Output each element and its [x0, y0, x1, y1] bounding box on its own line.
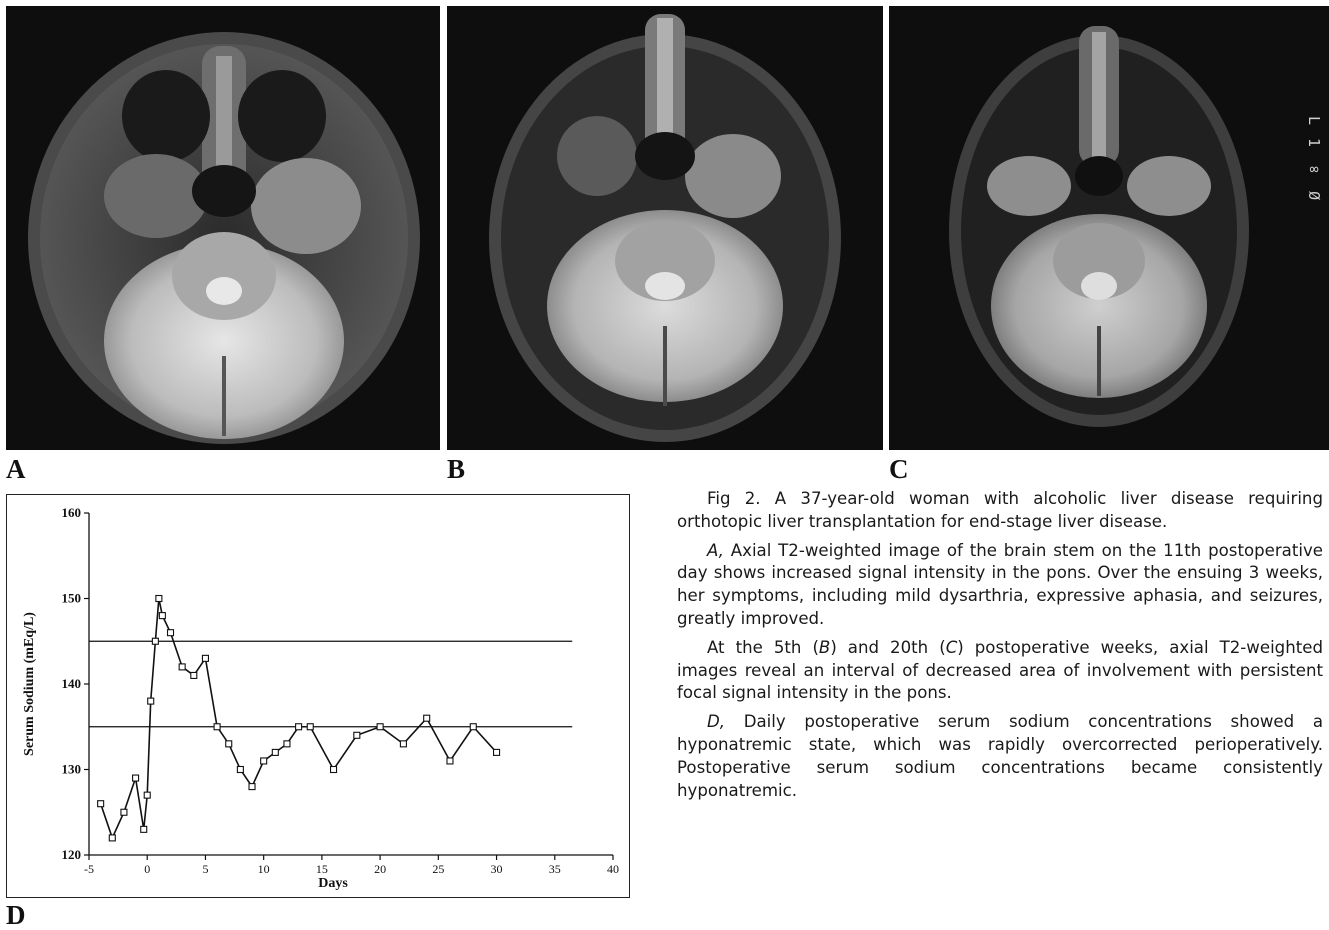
brain-mri-icon — [949, 26, 1249, 427]
data-point — [306, 723, 314, 731]
data-point — [283, 740, 291, 748]
caption-text: At the 5th ( — [707, 637, 819, 657]
panel-label-a: A — [6, 454, 26, 484]
y-tick-label: 140 — [62, 676, 82, 691]
caption-text: ) postoperative weeks, axial T2-weighted… — [677, 637, 1323, 703]
caption-text: A 37-year-old woman with alcoholic liver… — [677, 489, 1323, 531]
caption-text: Axial T2-weighted image of the brain ste… — [677, 540, 1323, 628]
panel-label-b: B — [447, 454, 466, 484]
caption-text: Daily postoperative serum sodium concent… — [677, 712, 1323, 800]
panel-label-d: D — [6, 900, 26, 930]
brain-mri-icon — [489, 14, 841, 442]
data-point — [295, 723, 303, 731]
caption-paragraph-4: D, Daily postoperative serum sodium conc… — [677, 711, 1323, 802]
y-tick-label: 120 — [62, 847, 82, 862]
data-point — [140, 825, 148, 833]
data-point — [213, 723, 221, 731]
data-point — [108, 834, 116, 842]
data-point — [248, 783, 256, 791]
data-point — [446, 757, 454, 765]
caption-panel-ref: B — [818, 637, 831, 657]
panel-label-c: C — [889, 454, 909, 484]
data-point — [151, 637, 159, 645]
mri-image-c: L 1 ∞ Ø — [889, 6, 1329, 450]
x-tick-label: 35 — [549, 862, 561, 876]
scale-marker: L 1 ∞ Ø — [1305, 116, 1323, 203]
brain-mri-icon — [28, 32, 420, 444]
x-tick-label: 15 — [316, 862, 328, 876]
sodium-chart-svg: 120 130 140 150 160 -5 0 5 10 15 20 25 30 35 40 Days Ser… — [22, 505, 619, 891]
y-axis-label: Serum Sodium (mEq/L) — [22, 612, 37, 756]
data-point — [120, 808, 128, 816]
caption-figure-number: Fig 2. — [707, 489, 761, 508]
x-tick-label: 25 — [432, 862, 444, 876]
data-point — [143, 791, 151, 799]
data-point — [201, 654, 209, 662]
x-tick-label: 5 — [202, 862, 208, 876]
caption-text: ) and 20th ( — [830, 637, 946, 657]
x-axis-label: Days — [318, 876, 348, 891]
data-point — [399, 740, 407, 748]
data-point — [353, 731, 361, 739]
caption-panel-ref: C — [945, 637, 958, 657]
mri-image-b — [447, 6, 883, 450]
data-point — [158, 612, 166, 620]
mri-image-a — [6, 6, 440, 450]
y-tick-label: 130 — [62, 762, 82, 777]
y-tick-label: 160 — [62, 505, 82, 520]
data-point — [166, 629, 175, 637]
data-point — [423, 714, 431, 722]
caption-paragraph-2: A, Axial T2-weighted image of the brain … — [677, 540, 1323, 631]
data-point — [178, 663, 186, 671]
data-point — [132, 774, 140, 782]
data-point — [225, 740, 233, 748]
data-point — [469, 723, 477, 731]
data-point — [493, 748, 501, 756]
data-point — [190, 671, 198, 679]
x-tick-label: 30 — [491, 862, 503, 876]
x-tick-label: 40 — [607, 862, 619, 876]
caption-paragraph-1: Fig 2. A 37-year-old woman with alcoholi… — [677, 488, 1323, 534]
data-point — [155, 594, 163, 603]
figure-caption: Fig 2. A 37-year-old woman with alcoholi… — [677, 488, 1323, 808]
caption-panel-ref: D, — [707, 712, 726, 732]
caption-paragraph-3: At the 5th (B) and 20th (C) postoperativ… — [677, 637, 1323, 705]
y-tick-label: 150 — [62, 591, 82, 606]
x-tick-label: 20 — [374, 862, 386, 876]
data-point — [97, 800, 105, 808]
data-point — [329, 765, 338, 774]
x-tick-label: 0 — [144, 862, 150, 876]
data-point — [271, 748, 279, 756]
series-line — [99, 598, 498, 841]
data-point — [260, 757, 268, 765]
x-tick-label: -5 — [84, 862, 94, 876]
sodium-chart: 120 130 140 150 160 -5 0 5 10 15 20 25 30 35 40 Days Ser… — [6, 494, 630, 898]
data-point — [147, 697, 155, 705]
caption-panel-ref: A, — [707, 540, 724, 560]
x-tick-label: 10 — [258, 862, 270, 876]
data-point — [236, 765, 244, 774]
data-point — [376, 723, 384, 731]
